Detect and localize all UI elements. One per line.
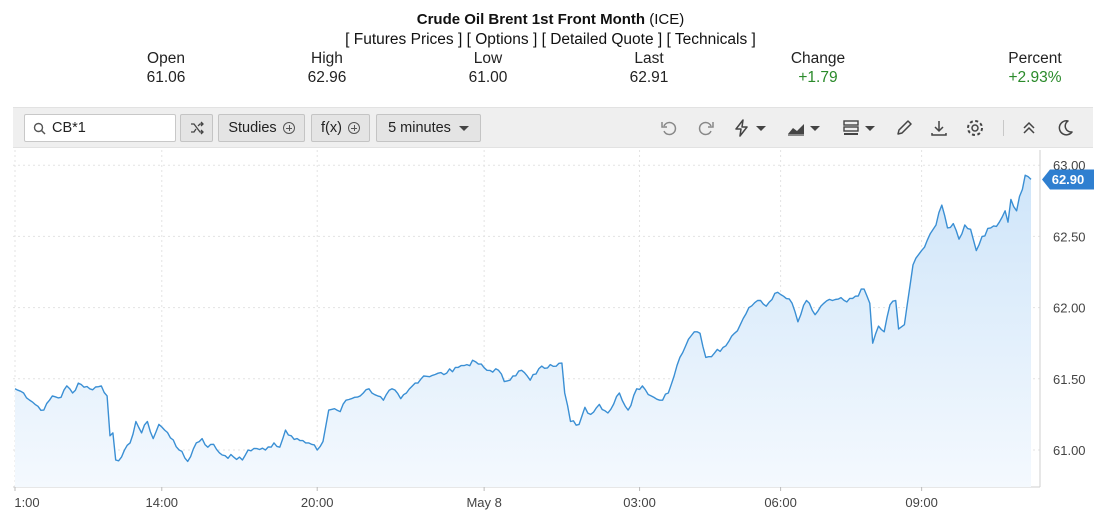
draw-button[interactable]: [894, 118, 914, 138]
redo-button[interactable]: [696, 118, 716, 138]
compare-button[interactable]: [180, 114, 213, 142]
shuffle-icon: [190, 121, 204, 135]
theme-toggle[interactable]: [1055, 118, 1075, 138]
price-tag-label: 62.90: [1052, 172, 1085, 187]
y-tick-label: 62.00: [1053, 301, 1086, 316]
quote-last: Last 62.91: [609, 50, 689, 87]
undo-button[interactable]: [659, 118, 679, 138]
title-exchange: (ICE): [649, 11, 685, 28]
quote-high: High 62.96: [287, 50, 367, 87]
options-link[interactable]: [ Options ]: [466, 31, 538, 48]
interval-label: 5 minutes: [388, 120, 451, 136]
x-tick-label: 09:00: [905, 495, 938, 510]
title-name: Crude Oil Brent 1st Front Month: [416, 11, 646, 28]
download-icon: [931, 121, 947, 136]
detailed-quote-link[interactable]: [ Detailed Quote ]: [541, 31, 663, 48]
current-price-tag: 62.90: [1042, 169, 1094, 190]
x-axis: 1:00 14:00 20:00 May 8 03:00 06:00 09:00: [14, 487, 938, 510]
x-tick-label: 1:00: [14, 495, 39, 510]
chevron-down-icon: [458, 125, 469, 131]
layout-menu[interactable]: [841, 118, 875, 138]
price-line: [14, 174, 1032, 463]
double-chevron-up-icon: [1023, 121, 1035, 134]
price-tag-shape: [1042, 169, 1094, 190]
chart-title: Crude Oil Brent 1st Front Month (ICE): [0, 11, 1101, 28]
quote-change-label: Change: [790, 50, 846, 67]
symbol-input[interactable]: [52, 119, 170, 137]
quote-high-value: 62.96: [307, 69, 347, 86]
undo-icon: [661, 121, 677, 136]
x-tick-label: 14:00: [146, 495, 179, 510]
quote-last-label: Last: [634, 50, 664, 67]
x-tick-label: 06:00: [764, 495, 797, 510]
futures-prices-link[interactable]: [ Futures Prices ]: [345, 31, 463, 48]
symbol-search[interactable]: [24, 114, 176, 142]
layout-icon: [843, 120, 859, 135]
fx-label: f(x): [321, 120, 342, 136]
studies-label: Studies: [228, 120, 277, 136]
redo-icon: [698, 121, 714, 136]
chevron-down-icon: [865, 125, 875, 131]
chevron-down-icon: [756, 125, 766, 131]
interval-select[interactable]: 5 minutes: [376, 114, 481, 142]
x-tick-label: 20:00: [301, 495, 334, 510]
quote-open-label: Open: [147, 50, 185, 67]
quote-links: [ Futures Prices ] [ Options ] [ Detaile…: [0, 31, 1101, 49]
quote-percent-label: Percent: [1008, 50, 1062, 67]
quote-change: Change +1.79: [770, 50, 866, 87]
fx-button[interactable]: f(x): [311, 114, 370, 142]
chevron-down-icon: [810, 125, 820, 131]
quote-percent-value: +2.93%: [1008, 69, 1062, 86]
gear-icon: [967, 120, 983, 136]
y-tick-label: 61.00: [1053, 443, 1086, 458]
y-tick-label: 61.50: [1053, 372, 1086, 387]
quote-low-value: 61.00: [468, 69, 508, 86]
quote-open-value: 61.06: [146, 69, 186, 86]
pencil-icon: [897, 120, 912, 135]
quote-low-label: Low: [473, 50, 503, 67]
toolbar-divider: [1003, 120, 1004, 136]
chart-type-menu[interactable]: [786, 118, 820, 138]
price-area: [15, 175, 1031, 487]
studies-button[interactable]: Studies: [218, 114, 305, 142]
quote-open: Open 61.06: [126, 50, 206, 87]
add-circle-icon: [347, 122, 360, 134]
search-icon: [33, 122, 46, 135]
add-circle-icon: [282, 122, 295, 134]
quote-change-value: +1.79: [798, 69, 838, 86]
quote-last-value: 62.91: [629, 69, 669, 86]
quote-low: Low 61.00: [448, 50, 528, 87]
download-button[interactable]: [929, 118, 949, 138]
x-tick-label: May 8: [466, 495, 501, 510]
moon-icon: [1058, 120, 1073, 136]
lightning-icon: [735, 119, 748, 137]
settings-button[interactable]: [965, 118, 985, 138]
quote-percent: Percent +2.93%: [990, 50, 1080, 87]
chart-toolbar: Studies f(x) 5 minutes: [13, 107, 1093, 148]
quote-high-label: High: [311, 50, 343, 67]
x-tick-label: 03:00: [623, 495, 656, 510]
y-tick-label: 62.50: [1053, 229, 1086, 244]
technicals-link[interactable]: [ Technicals ]: [666, 31, 756, 48]
collapse-button[interactable]: [1019, 118, 1039, 138]
area-chart-icon: [788, 124, 804, 136]
events-menu[interactable]: [732, 118, 766, 138]
